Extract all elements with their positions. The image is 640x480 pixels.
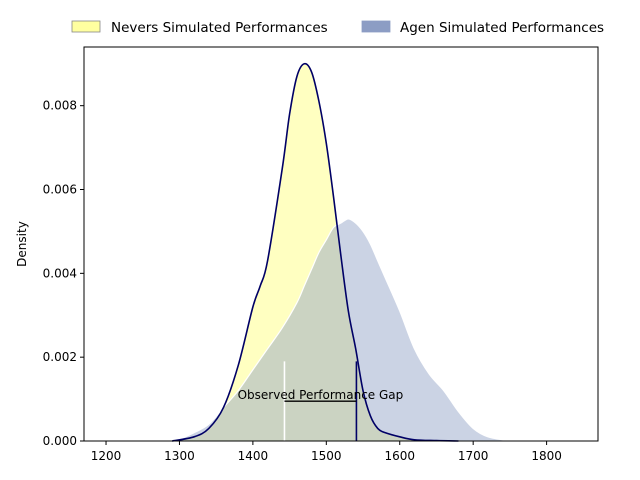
x-tick-label: 1200	[91, 449, 122, 463]
gap-label: Observed Performance Gap	[238, 388, 404, 402]
legend-swatch-nevers	[71, 20, 101, 33]
x-tick-label: 1300	[164, 449, 195, 463]
x-tick-label: 1700	[458, 449, 489, 463]
x-tick-label: 1800	[531, 449, 562, 463]
performance-gap-annotation: Observed Performance Gap	[238, 361, 404, 441]
plot-lines	[164, 62, 511, 442]
legend-label-agen: Agen Simulated Performances	[400, 20, 604, 36]
legend-label-nevers: Nevers Simulated Performances	[111, 20, 328, 36]
y-axis-label: Density	[15, 221, 29, 267]
density-area-agen	[164, 218, 510, 441]
y-axis: 0.000 0.002 0.004 0.006 0.008	[43, 99, 84, 448]
y-tick-label: 0.004	[43, 266, 77, 280]
plot-fills	[164, 63, 510, 442]
y-tick-label: 0.008	[43, 99, 77, 113]
density-line-nevers	[171, 62, 459, 442]
y-tick-label: 0.000	[43, 434, 77, 448]
legend-swatch-agen	[361, 20, 391, 33]
x-tick-label: 1500	[311, 449, 342, 463]
y-tick-label: 0.002	[43, 350, 77, 364]
plot-frame	[83, 46, 599, 442]
x-tick-label: 1400	[238, 449, 269, 463]
legend: Nevers Simulated Performances Agen Simula…	[71, 20, 604, 36]
x-axis: 1200 1300 1400 1500 1600 1700 1800	[91, 441, 562, 463]
x-tick-label: 1600	[384, 449, 415, 463]
y-tick-label: 0.006	[43, 183, 77, 197]
